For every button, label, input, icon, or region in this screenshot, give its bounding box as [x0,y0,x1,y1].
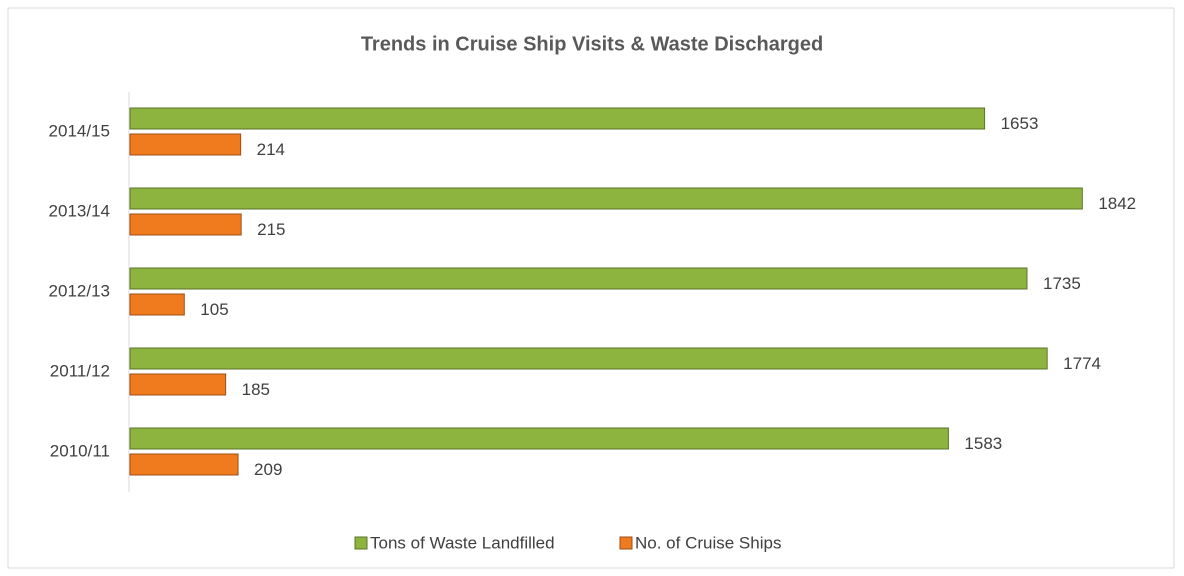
legend-swatch [354,536,368,550]
y-tick-label: 2011/12 [50,361,110,380]
bar [129,107,986,130]
data-label: 214 [257,140,285,159]
y-tick-label: 2013/14 [49,201,110,220]
data-label: 185 [242,380,270,399]
data-label: 105 [200,300,228,319]
data-label: 209 [254,460,282,479]
bar [129,133,242,156]
data-label: 1774 [1063,354,1101,373]
y-tick-label: 2010/11 [50,441,110,460]
legend-swatch [619,536,633,550]
bar [129,427,949,450]
chart-title: Trends in Cruise Ship Visits & Waste Dis… [361,33,823,55]
bar [129,293,185,316]
legend-label: Tons of Waste Landfilled [370,533,555,552]
legend-label: No. of Cruise Ships [635,533,781,552]
bar [129,213,242,236]
bar [129,373,227,396]
data-label: 215 [257,220,285,239]
data-label: 1842 [1098,194,1136,213]
bar [129,347,1048,370]
y-tick-label: 2012/13 [49,281,110,300]
data-label: 1583 [964,434,1002,453]
y-tick-label: 2014/15 [49,121,110,140]
bar [129,267,1028,290]
data-label: 1735 [1043,274,1081,293]
data-label: 1653 [1001,114,1039,133]
bar [129,187,1083,210]
bar [129,453,239,476]
